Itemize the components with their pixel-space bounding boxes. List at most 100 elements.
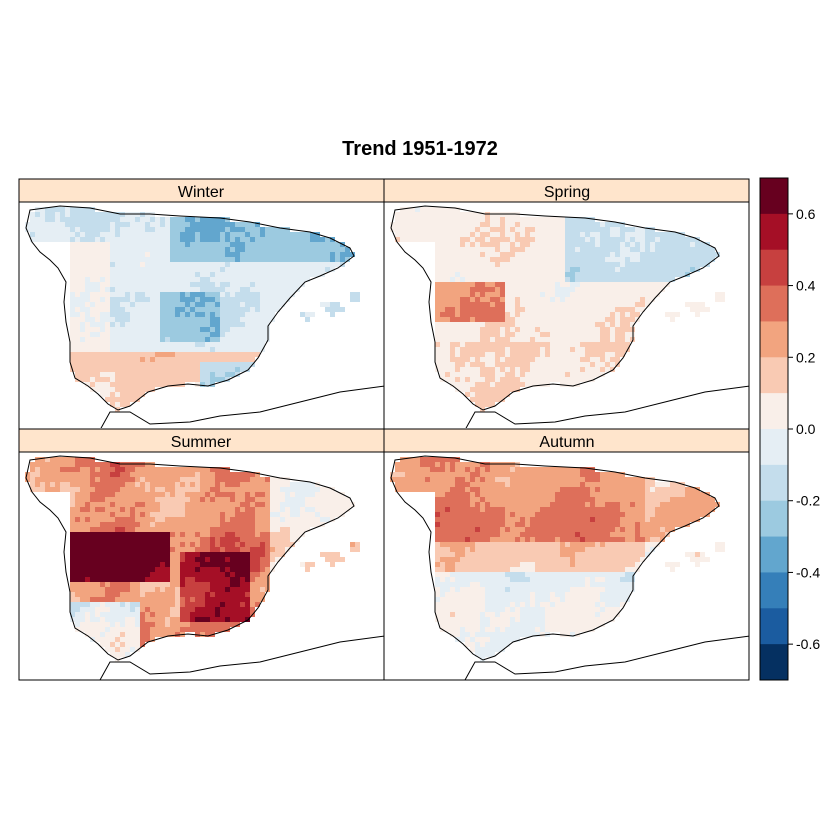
map-cell bbox=[170, 317, 175, 322]
map-cell bbox=[530, 307, 535, 312]
map-cell bbox=[445, 337, 450, 342]
map-cell bbox=[135, 607, 140, 612]
map-cell bbox=[585, 232, 590, 237]
map-cell bbox=[135, 302, 140, 307]
map-cell bbox=[200, 497, 205, 502]
map-cell bbox=[180, 362, 185, 367]
map-cell bbox=[75, 507, 80, 512]
map-cell bbox=[285, 242, 290, 247]
map-cell bbox=[195, 327, 200, 332]
map-cell bbox=[215, 577, 220, 582]
map-cell bbox=[120, 382, 125, 387]
map-cell bbox=[660, 237, 665, 242]
map-cell bbox=[200, 467, 205, 472]
map-cell bbox=[140, 247, 145, 252]
map-cell bbox=[125, 547, 130, 552]
map-cell bbox=[250, 257, 255, 262]
map-cell bbox=[475, 472, 480, 477]
map-cell bbox=[180, 517, 185, 522]
map-cell bbox=[415, 217, 420, 222]
map-cell bbox=[180, 272, 185, 277]
map-cell bbox=[145, 522, 150, 527]
map-cell bbox=[120, 217, 125, 222]
map-cell bbox=[125, 302, 130, 307]
map-cell bbox=[225, 227, 230, 232]
map-cell bbox=[285, 277, 290, 282]
map-cell bbox=[205, 622, 210, 627]
map-cell bbox=[140, 507, 145, 512]
map-cell bbox=[125, 287, 130, 292]
map-cell bbox=[115, 252, 120, 257]
map-cell bbox=[205, 347, 210, 352]
map-cell bbox=[205, 302, 210, 307]
map-cell bbox=[255, 482, 260, 487]
map-cell bbox=[630, 307, 635, 312]
map-cell bbox=[125, 587, 130, 592]
map-cell bbox=[140, 622, 145, 627]
map-cell bbox=[230, 472, 235, 477]
map-cell bbox=[270, 477, 275, 482]
map-cell bbox=[265, 237, 270, 242]
map-cell bbox=[605, 352, 610, 357]
map-cell bbox=[610, 262, 615, 267]
map-cell bbox=[45, 477, 50, 482]
map-cell bbox=[70, 487, 75, 492]
map-cell bbox=[225, 532, 230, 537]
map-cell bbox=[580, 342, 585, 347]
map-cell bbox=[155, 312, 160, 317]
map-cell bbox=[170, 492, 175, 497]
map-cell bbox=[505, 327, 510, 332]
map-cell bbox=[165, 497, 170, 502]
map-cell bbox=[600, 352, 605, 357]
map-cell bbox=[145, 532, 150, 537]
map-cell bbox=[460, 217, 465, 222]
map-cell bbox=[175, 602, 180, 607]
map-cell bbox=[120, 642, 125, 647]
map-cell bbox=[230, 482, 235, 487]
map-cell bbox=[95, 287, 100, 292]
map-cell bbox=[475, 352, 480, 357]
map-cell bbox=[120, 562, 125, 567]
map-cell bbox=[680, 267, 685, 272]
map-cell bbox=[270, 252, 275, 257]
map-cell bbox=[155, 527, 160, 532]
map-cell bbox=[145, 622, 150, 627]
map-cell bbox=[100, 212, 105, 217]
map-cell bbox=[240, 607, 245, 612]
map-cell bbox=[200, 487, 205, 492]
map-cell bbox=[635, 282, 640, 287]
map-cell bbox=[625, 277, 630, 282]
map-cell bbox=[490, 397, 495, 402]
map-cell bbox=[105, 232, 110, 237]
map-cell bbox=[190, 327, 195, 332]
map-cell bbox=[75, 502, 80, 507]
map-cell bbox=[195, 537, 200, 542]
map-cell bbox=[100, 247, 105, 252]
map-cell bbox=[545, 317, 550, 322]
map-cell bbox=[205, 617, 210, 622]
map-cell bbox=[585, 342, 590, 347]
map-cell bbox=[240, 537, 245, 542]
map-cell bbox=[110, 252, 115, 257]
map-cell bbox=[480, 237, 485, 242]
map-cell bbox=[440, 467, 445, 472]
map-cell bbox=[305, 497, 310, 502]
map-cell bbox=[190, 567, 195, 572]
map-cell bbox=[455, 302, 460, 307]
map-cell bbox=[415, 457, 420, 462]
map-cell bbox=[455, 267, 460, 272]
map-cell bbox=[140, 257, 145, 262]
map-cell bbox=[580, 277, 585, 282]
map-cell bbox=[110, 652, 115, 657]
map-cell bbox=[575, 277, 580, 282]
map-cell bbox=[225, 607, 230, 612]
map-cell bbox=[410, 477, 415, 482]
map-cell bbox=[245, 327, 250, 332]
map-cell bbox=[230, 542, 235, 547]
map-cell bbox=[240, 557, 245, 562]
map-cell bbox=[185, 262, 190, 267]
map-cell bbox=[195, 367, 200, 372]
map-cell bbox=[615, 262, 620, 267]
map-cell bbox=[520, 247, 525, 252]
map-cell bbox=[565, 302, 570, 307]
